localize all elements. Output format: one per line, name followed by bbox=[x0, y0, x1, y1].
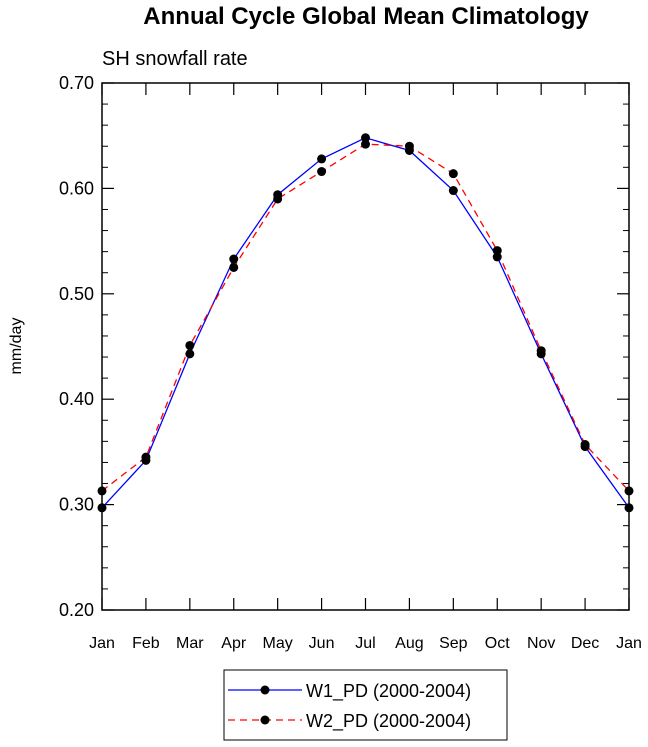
series-line-2 bbox=[101, 143, 630, 492]
y-tick-label: 0.60 bbox=[59, 178, 94, 198]
data-point-series-1 bbox=[317, 154, 327, 164]
x-tick-label: Mar bbox=[176, 635, 204, 652]
x-tick-label: Apr bbox=[221, 635, 247, 652]
y-tick-label: 0.70 bbox=[59, 73, 94, 93]
data-point-series-2 bbox=[317, 167, 327, 177]
y-tick-labels: 0.20 0.30 0.40 0.50 0.60 0.70 bbox=[59, 73, 94, 620]
data-point-series-2 bbox=[141, 452, 151, 462]
data-point-series-2 bbox=[448, 169, 458, 179]
data-point-series-2 bbox=[492, 246, 502, 256]
x-tick-label: Sep bbox=[439, 635, 468, 652]
x-tick-label: Dec bbox=[571, 635, 599, 652]
y-tick-label: 0.20 bbox=[59, 600, 94, 620]
data-point-series-2 bbox=[229, 262, 239, 272]
x-tick-label: May bbox=[263, 635, 293, 652]
series-markers bbox=[97, 133, 634, 513]
legend-box bbox=[223, 669, 508, 741]
legend-label-w1: W1_PD (2000-2004) bbox=[306, 681, 471, 702]
y-tick-label: 0.30 bbox=[59, 495, 94, 515]
series-line-1 bbox=[101, 137, 630, 509]
data-point-series-2 bbox=[185, 340, 195, 350]
legend-marker-w1 bbox=[260, 685, 270, 695]
y-tick-label: 0.40 bbox=[59, 389, 94, 409]
x-tick-label: Nov bbox=[527, 635, 555, 652]
data-point-series-2 bbox=[536, 346, 546, 356]
y-tick-label: 0.50 bbox=[59, 284, 94, 304]
data-point-series-2 bbox=[404, 141, 414, 151]
legend: W1_PD (2000-2004) W2_PD (2000-2004) bbox=[223, 669, 508, 741]
x-tick-label: Jan bbox=[89, 635, 115, 652]
series-lines bbox=[101, 137, 630, 509]
minor-ticks bbox=[102, 103, 629, 590]
x-tick-label: Feb bbox=[132, 635, 160, 652]
data-point-series-2 bbox=[580, 440, 590, 450]
major-ticks bbox=[101, 82, 630, 611]
x-tick-labels: Jan Feb Mar Apr May Jun Jul Aug Sep Oct Nov Dec Jan bbox=[89, 635, 642, 652]
data-point-series-1 bbox=[492, 252, 502, 262]
legend-marker-w2 bbox=[260, 715, 270, 725]
data-point-series-2 bbox=[361, 139, 370, 149]
x-tick-label: Jun bbox=[309, 635, 335, 652]
x-tick-label: Jan bbox=[616, 635, 642, 652]
plot-frame bbox=[101, 82, 630, 611]
y-axis-label: mm/day bbox=[8, 318, 25, 375]
data-point-series-1 bbox=[448, 186, 458, 196]
data-point-series-1 bbox=[361, 133, 370, 143]
x-tick-label: Oct bbox=[485, 635, 510, 652]
data-point-series-1 bbox=[229, 254, 239, 264]
chart-subtitle: SH snowfall rate bbox=[102, 48, 248, 70]
x-tick-label: Aug bbox=[395, 635, 423, 652]
data-point-series-2 bbox=[273, 194, 283, 204]
data-point-series-1 bbox=[185, 349, 195, 359]
x-tick-label: Jul bbox=[355, 635, 375, 652]
chart-title: Annual Cycle Global Mean Climatology bbox=[143, 3, 589, 30]
legend-label-w2: W2_PD (2000-2004) bbox=[306, 711, 471, 732]
